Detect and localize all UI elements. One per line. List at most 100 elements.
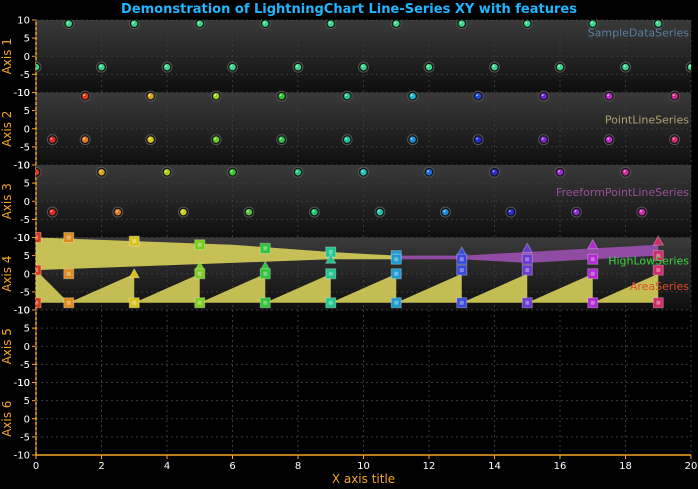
y-tick-label: -5: [20, 70, 30, 81]
data-point: [376, 208, 384, 216]
x-tick-label: 12: [423, 461, 436, 472]
data-point-highlight: [623, 170, 626, 173]
y-tick-label: 5: [24, 251, 30, 262]
triangle-marker: [128, 267, 141, 279]
data-point-highlight: [148, 137, 151, 140]
data-point: [687, 63, 691, 71]
square-marker-core: [36, 300, 38, 305]
data-point: [605, 136, 613, 143]
data-point-highlight: [607, 137, 610, 140]
x-tick-label: 16: [554, 461, 567, 472]
square-marker: [259, 242, 271, 254]
triangle-marker: [652, 235, 665, 246]
data-point: [65, 20, 72, 27]
data-point: [360, 169, 367, 176]
y-tick-label: -10: [14, 378, 30, 389]
square-marker: [587, 297, 599, 309]
series-label-3: HighLowSeries: [608, 255, 689, 268]
square-marker-core: [590, 300, 595, 305]
data-point-highlight: [541, 94, 544, 97]
y-axis-title: Axis 6: [0, 401, 14, 437]
square-marker: [587, 268, 599, 280]
square-marker-core: [459, 257, 464, 262]
data-point: [229, 63, 236, 71]
data-point: [360, 63, 367, 71]
data-point: [573, 208, 580, 216]
data-point: [163, 169, 171, 176]
data-point-highlight: [312, 210, 315, 213]
data-point: [212, 92, 220, 100]
data-point-highlight: [230, 65, 233, 68]
data-point: [671, 92, 678, 100]
data-point-highlight: [443, 210, 446, 213]
x-tick-label: 18: [619, 461, 632, 472]
data-point: [81, 136, 89, 143]
y-tick-label: -10: [14, 88, 30, 99]
square-marker: [194, 297, 206, 309]
square-marker: [390, 297, 402, 309]
data-point-highlight: [214, 137, 217, 140]
data-point-highlight: [148, 94, 151, 97]
data-point: [540, 136, 547, 143]
y-tick-label: -5: [20, 142, 30, 153]
square-marker: [652, 264, 664, 276]
data-point: [81, 92, 89, 100]
data-point: [278, 92, 285, 100]
square-marker-core: [525, 257, 530, 262]
square-marker-core: [66, 300, 71, 305]
data-point-highlight: [558, 170, 560, 173]
data-point: [605, 92, 613, 100]
y-tick-label: -5: [20, 215, 30, 226]
series-label-1: PointLineSeries: [605, 113, 689, 126]
x-tick-label: 4: [164, 461, 170, 472]
y-tick-label: -10: [14, 306, 30, 317]
square-marker: [128, 235, 140, 247]
data-point-highlight: [279, 137, 282, 140]
triangle-marker: [521, 242, 534, 253]
x-tick-label: 20: [685, 461, 698, 472]
square-marker: [63, 232, 75, 243]
data-point: [507, 208, 515, 216]
area-fill: [36, 270, 659, 303]
data-point-highlight: [50, 137, 53, 140]
square-marker-core: [263, 300, 268, 305]
square-marker-core: [394, 300, 399, 305]
data-point: [622, 169, 629, 176]
data-point-highlight: [492, 65, 495, 68]
y-axis-title: Axis 2: [0, 111, 14, 147]
y-tick-label: 0: [24, 269, 30, 280]
x-tick-label: 0: [33, 461, 39, 472]
y-tick-label: 10: [17, 88, 30, 99]
y-tick-label: 5: [24, 179, 30, 190]
series-label-2: FreeformPointLineSeries: [556, 186, 689, 199]
data-point-highlight: [83, 94, 86, 97]
y-tick-label: -5: [20, 287, 30, 298]
data-point: [163, 63, 171, 71]
square-marker: [456, 297, 468, 309]
data-point: [147, 136, 154, 143]
square-marker-core: [132, 239, 137, 244]
square-marker-core: [263, 271, 268, 276]
data-point: [491, 169, 498, 176]
data-point: [294, 63, 302, 71]
data-point: [245, 208, 253, 216]
data-point: [311, 208, 318, 216]
square-marker: [63, 268, 75, 280]
square-marker: [36, 232, 42, 243]
square-marker-core: [197, 242, 202, 247]
square-marker: [521, 297, 533, 309]
data-point: [180, 208, 187, 216]
square-marker: [194, 268, 206, 280]
chart-title: Demonstration of LightningChart Line-Ser…: [121, 2, 577, 17]
data-point-highlight: [165, 170, 167, 173]
data-point-highlight: [427, 65, 429, 68]
data-point: [425, 169, 433, 176]
y-tick-label: 5: [24, 396, 30, 407]
data-point-highlight: [115, 210, 118, 213]
series-label-0: SampleDataSeries: [588, 26, 690, 39]
square-marker-core: [36, 268, 38, 273]
square-marker: [456, 264, 468, 276]
data-point-highlight: [672, 94, 675, 97]
